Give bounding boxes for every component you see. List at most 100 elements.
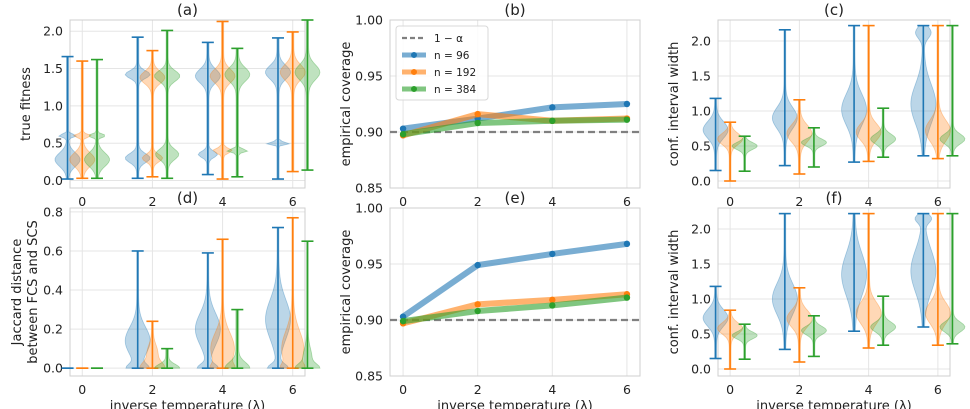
- panel-b: 0.85 0.90 0.95 1.00 0 2 4 6 (b) empirical coverag…: [339, 1, 641, 209]
- series-line-n384: [400, 294, 630, 325]
- panel-f: 0.0 0.5 1.0 1.5 2.0 0 2 4 6 (f) inverse temperatur…: [667, 189, 966, 409]
- y-axis-label: Jaccard distancebetween FCS and SCS: [10, 220, 41, 363]
- panel-d: 0.0 0.2 0.4 0.6 0.8 0 2 4 6 (d) inverse temperatur…: [10, 189, 321, 409]
- x-tick-label: 2: [148, 382, 156, 397]
- data-point: [623, 116, 631, 123]
- x-tick-label: 4: [548, 382, 556, 397]
- x-tick-label: 6: [623, 194, 631, 209]
- data-point: [549, 104, 556, 111]
- plot-frame: [69, 19, 306, 189]
- x-tick-label: 6: [289, 382, 297, 397]
- x-tick-label: 0: [78, 382, 86, 397]
- legend: 1 − α n = 96 n = 192 n = 384: [395, 25, 489, 101]
- x-tick-label: 4: [219, 194, 227, 209]
- x-axis-label: inverse temperature (λ): [110, 399, 265, 409]
- x-tick-label: 0: [726, 382, 734, 397]
- y-tick-label: 1.5: [43, 61, 63, 76]
- y-tick-label: 0.6: [43, 243, 63, 258]
- data-point: [399, 131, 407, 138]
- legend-label: n = 384: [434, 84, 476, 96]
- y-axis-label: conf. interval width: [667, 42, 682, 167]
- panel-e: 0.85 0.90 0.95 1.00 0 2 4 6 (e) inverse temperatu…: [339, 189, 641, 409]
- x-tick-label: 6: [934, 382, 942, 397]
- data-point: [623, 240, 631, 248]
- y-tick-label: 2.0: [691, 34, 711, 49]
- y-axis-label-line: Jaccard distance: [10, 239, 25, 347]
- data-point: [474, 119, 481, 127]
- panel-title: (b): [504, 1, 525, 19]
- x-tick-label: 4: [219, 382, 227, 397]
- y-tick-label: 2.0: [691, 222, 711, 237]
- y-tick-label: 0.0: [43, 361, 63, 376]
- plot-frame: [717, 19, 951, 189]
- y-tick-label: 0.95: [355, 69, 383, 84]
- panel-c: 0.0 0.5 1.0 1.5 2.0 0 2 4 6 (c) conf. interval wid…: [667, 1, 966, 209]
- data-point: [474, 261, 481, 269]
- y-tick-label: 2.0: [43, 24, 63, 39]
- x-tick-label: 6: [623, 382, 631, 397]
- x-axis-label: inverse temperature (λ): [756, 399, 911, 409]
- y-tick-label: 1.5: [691, 69, 711, 84]
- legend-marker: [411, 86, 417, 92]
- y-tick-label: 0.85: [355, 369, 383, 384]
- panel-title: (f): [826, 189, 843, 207]
- x-axis-label: inverse temperature (λ): [437, 399, 592, 409]
- data-point: [474, 110, 481, 118]
- y-axis-label: empirical coverage: [339, 230, 354, 355]
- data-point: [474, 307, 481, 315]
- data-point: [549, 117, 556, 125]
- data-point: [549, 302, 556, 309]
- data-point: [399, 125, 407, 132]
- y-tick-label: 0.85: [355, 181, 383, 196]
- x-tick-label: 4: [865, 382, 873, 397]
- data-point: [399, 317, 407, 325]
- x-tick-label: 2: [474, 382, 482, 397]
- x-tick-label: 0: [399, 382, 407, 397]
- x-tick-label: 4: [865, 194, 873, 209]
- y-tick-label: 0.90: [355, 313, 383, 328]
- x-tick-label: 6: [934, 194, 942, 209]
- y-tick-label: 0.95: [355, 257, 383, 272]
- plot-frame: [389, 19, 641, 189]
- y-tick-label: 1.5: [691, 257, 711, 272]
- panel-a: 0.0 0.5 1.0 1.5 2.0 0 2 4 6 (a) true fitness: [19, 1, 321, 209]
- y-tick-label: 0.5: [43, 136, 63, 151]
- panel-title: (e): [505, 189, 526, 207]
- legend-label: 1 − α: [434, 33, 463, 45]
- x-tick-label: 6: [289, 194, 297, 209]
- plot-frame: [389, 207, 641, 377]
- y-tick-label: 0.5: [691, 139, 711, 154]
- plot-frame: [69, 207, 306, 377]
- data-point: [623, 100, 631, 108]
- y-axis-label: true fitness: [19, 67, 34, 141]
- legend-marker: [411, 69, 417, 75]
- legend-marker: [411, 52, 417, 58]
- x-tick-label: 0: [78, 194, 86, 209]
- y-tick-label: 1.00: [355, 201, 383, 216]
- x-tick-label: 0: [399, 194, 407, 209]
- y-axis-label: conf. interval width: [667, 230, 682, 355]
- y-axis-label-line: between FCS and SCS: [26, 220, 41, 363]
- x-tick-label: 0: [726, 194, 734, 209]
- data-point: [474, 301, 481, 308]
- series-line-n384: [400, 116, 630, 138]
- x-tick-label: 2: [474, 194, 482, 209]
- x-tick-label: 2: [795, 382, 803, 397]
- y-tick-label: 0.2: [43, 322, 63, 337]
- y-tick-label: 1.0: [43, 98, 63, 113]
- y-tick-label: 0.0: [691, 174, 711, 189]
- y-tick-label: 0.90: [355, 125, 383, 140]
- panel-title: (a): [177, 1, 198, 19]
- data-point: [549, 296, 556, 304]
- y-axis-label: empirical coverage: [339, 42, 354, 167]
- x-tick-label: 2: [148, 194, 156, 209]
- legend-label: n = 192: [434, 67, 476, 79]
- y-tick-label: 0.4: [43, 283, 63, 298]
- y-tick-label: 0.0: [691, 362, 711, 377]
- legend-label: n = 96: [434, 50, 470, 62]
- panel-title: (d): [177, 189, 198, 207]
- plot-frame: [717, 207, 951, 377]
- x-tick-label: 2: [795, 194, 803, 209]
- x-tick-label: 4: [548, 194, 556, 209]
